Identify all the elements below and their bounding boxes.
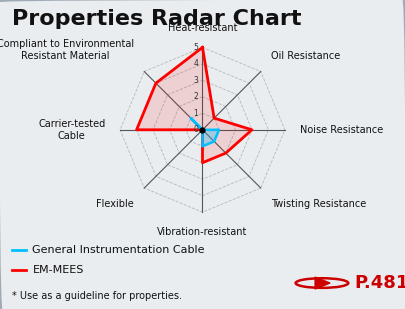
Text: Flexible: Flexible xyxy=(96,199,134,209)
Text: * Use as a guideline for properties.: * Use as a guideline for properties. xyxy=(12,291,182,301)
Text: General Instrumentation Cable: General Instrumentation Cable xyxy=(32,245,205,255)
Text: Oil Resistance: Oil Resistance xyxy=(271,51,341,61)
Text: 2: 2 xyxy=(194,92,198,101)
Text: Carrier-tested
Cable: Carrier-tested Cable xyxy=(38,119,105,141)
Text: 5: 5 xyxy=(194,43,198,52)
Text: 1: 1 xyxy=(194,109,198,118)
Text: Twisting Resistance: Twisting Resistance xyxy=(271,199,367,209)
Text: Noise Resistance: Noise Resistance xyxy=(300,125,383,135)
Text: Properties Radar Chart: Properties Radar Chart xyxy=(12,9,302,28)
Text: 4: 4 xyxy=(194,59,198,68)
Text: Compliant to Environmental
Resistant Material: Compliant to Environmental Resistant Mat… xyxy=(0,40,134,61)
Text: P.4812: P.4812 xyxy=(354,274,405,292)
Text: EM-MEES: EM-MEES xyxy=(32,265,84,275)
Polygon shape xyxy=(191,118,219,146)
Text: 3: 3 xyxy=(194,76,198,85)
Text: Vibration-resistant: Vibration-resistant xyxy=(157,227,248,237)
Text: Heat-resistant: Heat-resistant xyxy=(168,23,237,32)
Polygon shape xyxy=(315,277,330,289)
Text: 0: 0 xyxy=(194,125,198,134)
Polygon shape xyxy=(136,47,252,163)
